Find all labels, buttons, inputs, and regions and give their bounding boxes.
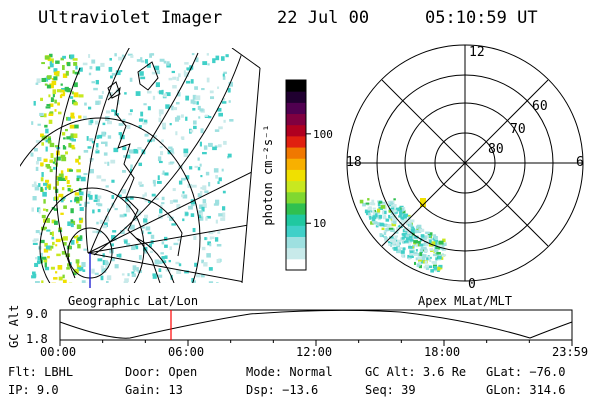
mlat-label-70: 70: [510, 122, 526, 137]
status-door: Door: Open: [125, 365, 198, 379]
timeline-axis-label: GC Alt: [7, 305, 21, 348]
timeline-xtick: 23:59: [552, 345, 589, 359]
status-mode: Mode: Normal: [246, 365, 333, 379]
timeline-ytick-min: 1.8: [26, 332, 48, 346]
meridian-line: [85, 48, 133, 254]
status-glat: GLat: −76.0: [486, 365, 566, 379]
altitude-curve: [59, 309, 573, 339]
orbit-altitude-timeline: GC Alt 9.0 1.8: [7, 305, 573, 348]
coastline: [107, 81, 121, 99]
mlat-label-60: 60: [532, 99, 548, 114]
status-gain: Gain: 13: [125, 383, 183, 397]
timeline-xtick: 06:00: [168, 345, 205, 359]
mlat-label-80: 80: [488, 142, 504, 157]
geographic-map: [20, 48, 261, 288]
intensity-colorbar: 100 10 photon cm⁻²s⁻¹: [261, 79, 333, 271]
header-date: 22 Jul 00: [277, 8, 370, 28]
colorbar-unit-label: photon cm⁻²s⁻¹: [261, 124, 275, 225]
mlt-label-12: 12: [469, 45, 485, 60]
meridian-line: [93, 52, 243, 256]
coastline: [137, 61, 159, 91]
left-panel-label: Geographic Lat/Lon: [68, 294, 199, 308]
meridian-line: [89, 52, 199, 254]
status-gc-alt: GC Alt: 3.6 Re: [365, 365, 467, 379]
timeline-xtick: 18:00: [424, 345, 461, 359]
latitude-circle: [20, 117, 201, 283]
mlt-label-18: 18: [346, 155, 362, 170]
meridian-line: [87, 222, 260, 254]
meridian-line: [87, 252, 251, 283]
status-glon: GLon: 314.6: [486, 383, 566, 397]
right-panel-label: Apex MLat/MLT: [418, 294, 512, 308]
colorbar-tick-label: 10: [313, 217, 326, 230]
mlt-label-0: 0: [468, 277, 476, 288]
timeline-xtick: 00:00: [40, 345, 77, 359]
timeline-ytick-max: 9.0: [26, 307, 48, 321]
coastline: [107, 86, 161, 283]
polar-mlat-mlt-plot: 12 18 6 0 60 70 80: [346, 44, 584, 288]
status-ip: IP: 9.0: [8, 383, 59, 397]
status-seq: Seq: 39: [365, 383, 416, 397]
status-filter: Flt: LBHL: [8, 365, 74, 379]
coastline: [135, 237, 175, 283]
instrument-title: Ultraviolet Imager: [38, 8, 223, 28]
meridian-line: [87, 167, 260, 254]
colorbar-tick-label: 100: [313, 128, 333, 141]
limb-line: [55, 67, 81, 279]
mlt-label-6: 6: [576, 155, 584, 170]
status-dsp: Dsp: −13.6: [246, 383, 319, 397]
header-time: 05:10:59 UT: [425, 8, 538, 28]
coastline: [119, 196, 183, 257]
timeline-xtick: 12:00: [296, 345, 333, 359]
mlt-diagonal-line: [381, 79, 549, 247]
